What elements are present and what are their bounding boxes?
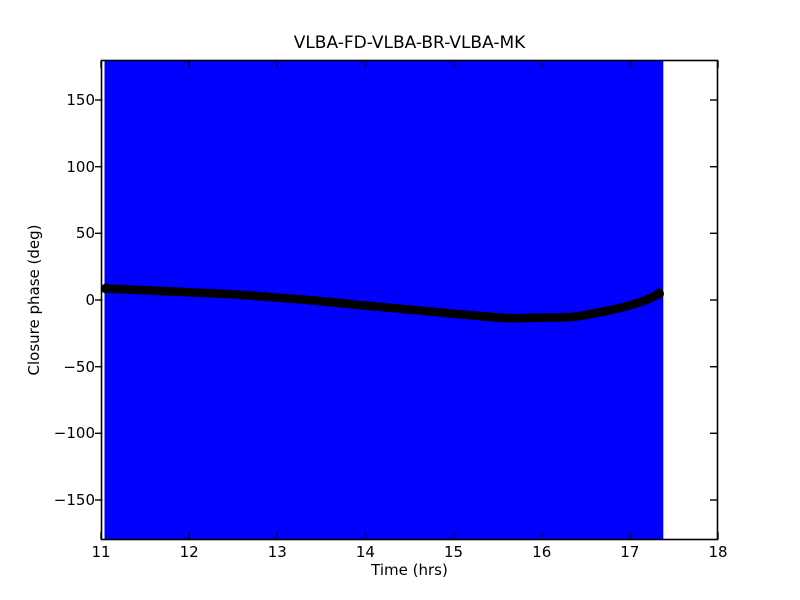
x-tick-label: 14 bbox=[355, 543, 375, 561]
x-tick-label: 17 bbox=[620, 543, 640, 561]
x-tick-label: 12 bbox=[179, 543, 199, 561]
error-bar-region bbox=[104, 60, 664, 540]
y-tick-label: −50 bbox=[63, 357, 95, 376]
x-tick-label: 15 bbox=[444, 543, 464, 561]
x-tick-label: 13 bbox=[267, 543, 287, 561]
x-tick-label: 18 bbox=[708, 543, 728, 561]
x-axis-label: Time (hrs) bbox=[371, 561, 448, 579]
closure-phase-series bbox=[101, 283, 665, 323]
data-marker bbox=[653, 288, 665, 299]
x-tick-label: 16 bbox=[532, 543, 552, 561]
y-tick-label: −150 bbox=[53, 491, 95, 509]
chart-title: VLBA-FD-VLBA-BR-VLBA-MK bbox=[293, 33, 526, 53]
y-tick-label: 0 bbox=[85, 291, 95, 309]
y-tick-label: 50 bbox=[75, 224, 95, 243]
y-tick-label: −100 bbox=[53, 424, 95, 443]
x-tick-label: 11 bbox=[91, 543, 111, 561]
y-tick-label: 100 bbox=[66, 157, 95, 176]
axis-ticks bbox=[95, 61, 719, 539]
y-tick-label: 150 bbox=[66, 91, 95, 109]
